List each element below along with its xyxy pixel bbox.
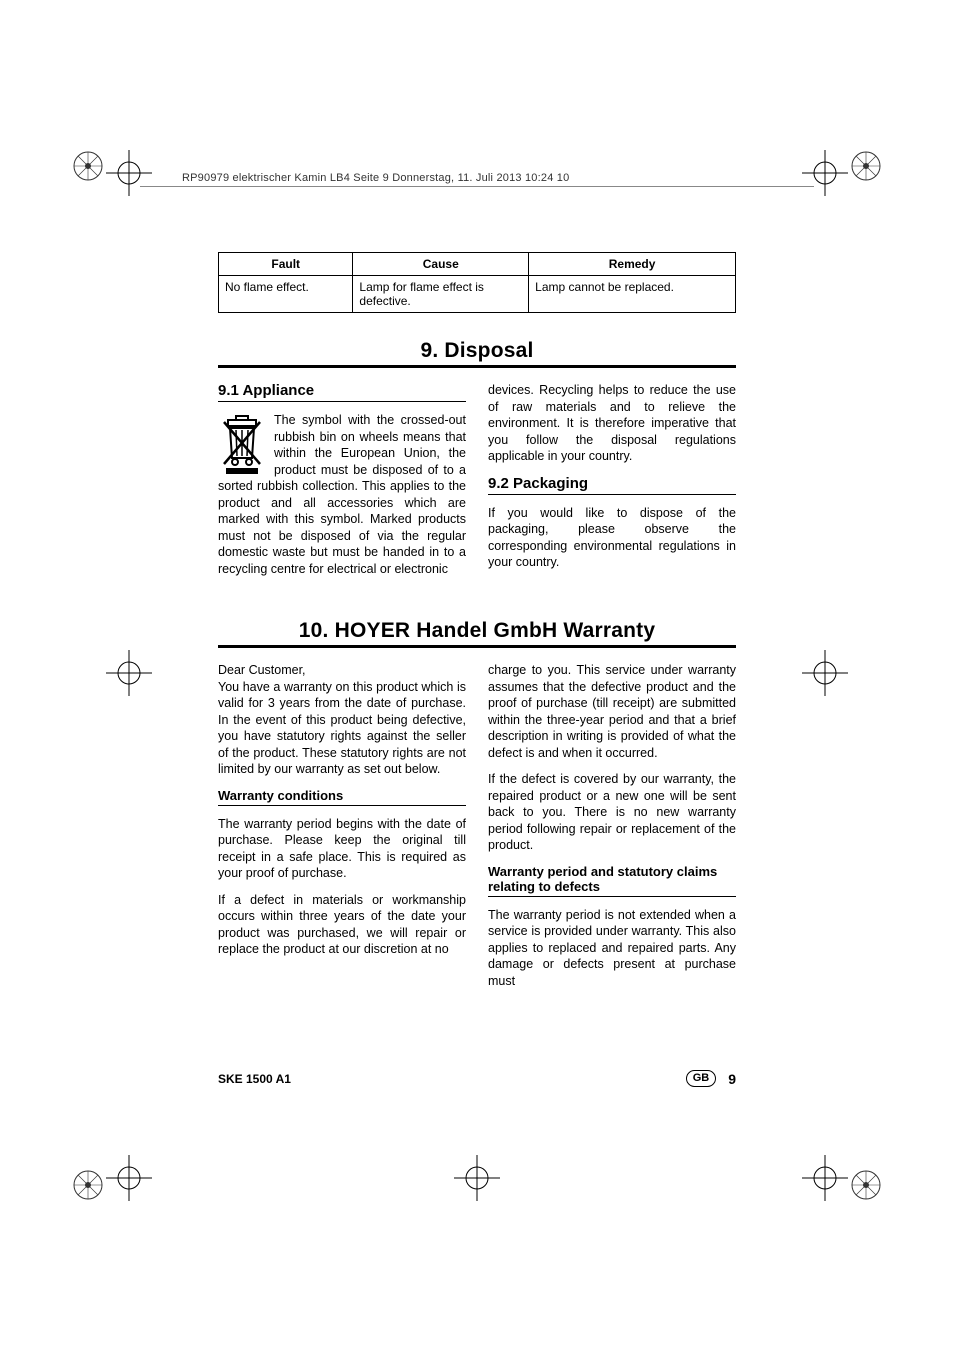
table-header-row: Fault Cause Remedy [219,253,736,276]
s10-period-title: Warranty period and statutory claims rel… [488,864,736,894]
corner-wheel-icon [70,148,106,184]
footer-right: GB 9 [686,1070,736,1087]
print-job-header: RP90979 elektrischer Kamin LB4 Seite 9 D… [182,172,569,184]
subsub-rule [218,805,466,806]
section-10-left-col: Dear Customer, You have a warranty on th… [218,662,466,989]
footer-model: SKE 1500 A1 [218,1072,291,1086]
s10-salutation: Dear Customer, [218,662,466,679]
th-remedy: Remedy [529,253,736,276]
s10-intro: You have a warranty on this product whic… [218,679,466,778]
section-9-right-col: devices. Recycling helps to reduce the u… [488,382,736,593]
section-10-title: 10. HOYER Handel GmbH Warranty [218,619,736,643]
section-rule [218,365,736,368]
td-remedy: Lamp cannot be replaced. [529,276,736,313]
registration-mark-icon [106,650,152,696]
section-10-right-col: charge to you. This service under warran… [488,662,736,989]
section-10-columns: Dear Customer, You have a warranty on th… [218,662,736,989]
registration-mark-icon [802,150,848,196]
s10-cond-p1: The warranty period begins with the date… [218,816,466,882]
registration-mark-icon [802,650,848,696]
s10-right-p3: The warranty period is not extended when… [488,907,736,990]
sub-9-2-body: If you would like to dispose of the pack… [488,505,736,571]
th-fault: Fault [219,253,353,276]
s10-cond-p2: If a defect in materials or workmanship … [218,892,466,958]
td-fault: No flame effect. [219,276,353,313]
registration-mark-icon [106,1155,152,1201]
th-cause: Cause [353,253,529,276]
sub-9-1-body: The symbol with the crossed-out rubbish … [218,412,466,577]
content-area: Fault Cause Remedy No flame effect. Lamp… [218,252,736,989]
s10-right-p2: If the defect is covered by our warranty… [488,771,736,854]
registration-mark-icon [454,1155,500,1201]
corner-wheel-icon [70,1167,106,1203]
sub-9-1-title: 9.1 Appliance [218,382,466,399]
td-cause: Lamp for flame effect is defective. [353,276,529,313]
weee-bin-icon [218,414,266,476]
registration-mark-icon [106,150,152,196]
page-root: RP90979 elektrischer Kamin LB4 Seite 9 D… [0,0,954,1351]
sub-rule [488,494,736,495]
corner-wheel-icon [848,1167,884,1203]
section-9-columns: 9.1 Appliance [218,382,736,593]
sub-rule [218,401,466,402]
subsub-rule [488,896,736,897]
section-9-left-col: 9.1 Appliance [218,382,466,593]
s10-right-p1: charge to you. This service under warran… [488,662,736,761]
table-row: No flame effect. Lamp for flame effect i… [219,276,736,313]
registration-mark-icon [802,1155,848,1201]
fault-table: Fault Cause Remedy No flame effect. Lamp… [218,252,736,313]
corner-wheel-icon [848,148,884,184]
section-rule [218,645,736,648]
footer: SKE 1500 A1 GB 9 [218,1070,736,1087]
sub-9-1-cont: devices. Recycling helps to reduce the u… [488,382,736,465]
footer-region-badge: GB [686,1070,717,1087]
sub-9-2-title: 9.2 Packaging [488,475,736,492]
print-header-rule [140,186,814,187]
footer-page-number: 9 [728,1071,736,1087]
s10-conditions-title: Warranty conditions [218,788,466,803]
section-9-title: 9. Disposal [218,339,736,363]
